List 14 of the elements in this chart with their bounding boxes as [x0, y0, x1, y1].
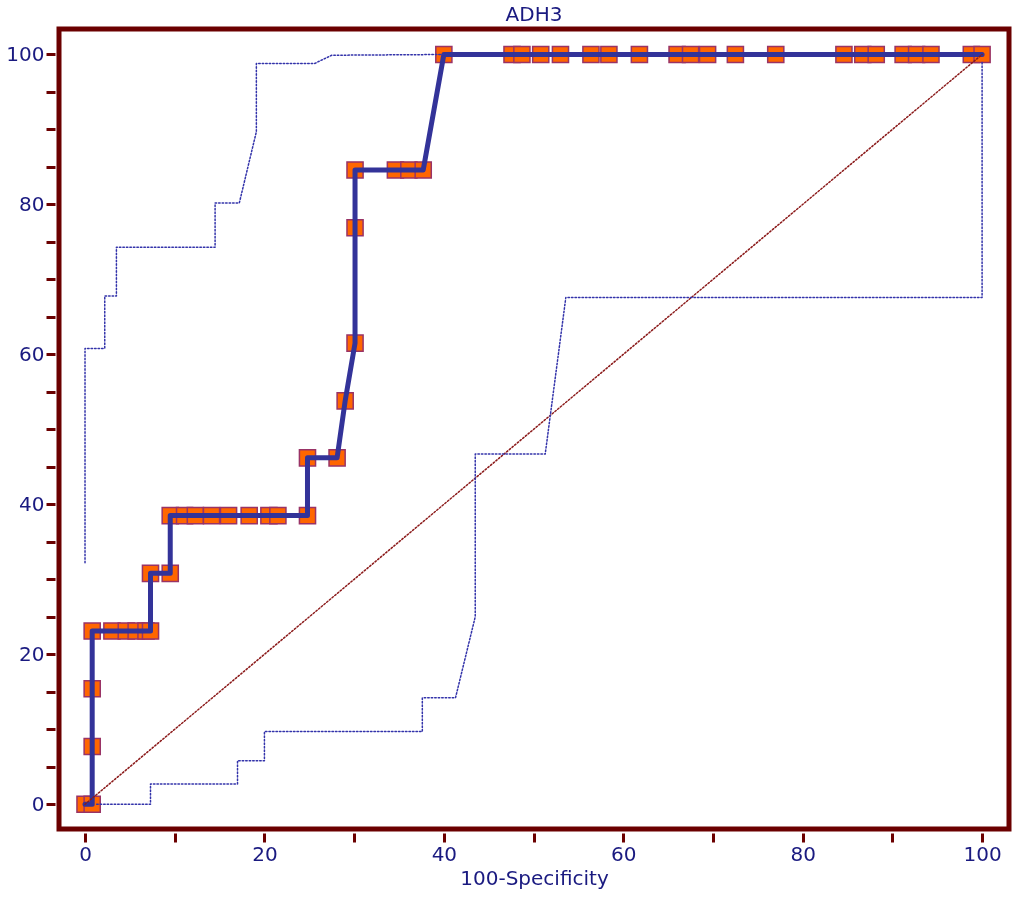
x-tick-label: 60: [611, 841, 637, 866]
y-tick-label: 40: [19, 491, 45, 516]
x-tick-label: 0: [79, 841, 92, 866]
x-tick-label: 80: [790, 841, 816, 866]
y-tick-label: 80: [19, 191, 45, 216]
x-axis-title: 100-Specificity: [460, 865, 609, 890]
y-tick-label: 100: [6, 41, 45, 66]
x-tick-label: 100: [963, 841, 1002, 866]
x-tick-label: 40: [431, 841, 458, 866]
chart-title: ADH3: [505, 2, 563, 26]
y-tick-label: 60: [19, 341, 45, 366]
x-tick-label: 20: [252, 841, 278, 866]
y-tick-label: 0: [31, 791, 45, 816]
y-tick-label: 20: [19, 641, 45, 666]
